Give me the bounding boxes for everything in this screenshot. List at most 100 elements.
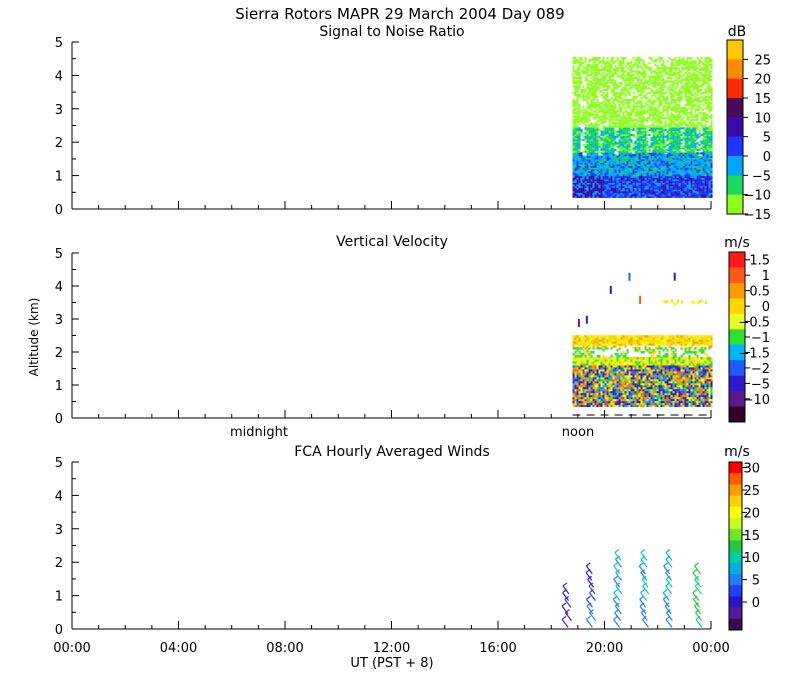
- velocity-cell: [574, 351, 577, 354]
- snr-cell: [596, 155, 599, 158]
- snr-cell: [680, 165, 683, 168]
- snr-cell: [578, 73, 581, 76]
- snr-cell: [690, 188, 693, 192]
- snr-cell: [702, 162, 705, 165]
- snr-cell: [624, 125, 627, 128]
- snr-cell: [588, 142, 591, 145]
- snr-cell: [706, 130, 709, 133]
- snr-cell: [632, 173, 635, 177]
- snr-cell: [674, 175, 677, 178]
- snr-cell: [586, 195, 589, 198]
- snr-cell: [608, 153, 611, 157]
- snr-cell: [672, 100, 675, 103]
- snr-cell: [582, 190, 585, 193]
- snr-cell: [676, 80, 679, 83]
- snr-cell: [662, 188, 665, 192]
- snr-cell: [578, 68, 581, 71]
- snr-cell: [618, 93, 621, 97]
- snr-cell: [622, 133, 625, 137]
- snr-cell: [578, 107, 581, 110]
- snr-cell: [626, 157, 629, 160]
- snr-cell: [626, 168, 629, 172]
- snr-cell: [574, 183, 577, 187]
- snr-cell: [574, 145, 577, 148]
- snr-cell: [642, 60, 645, 63]
- snr-cell: [580, 92, 583, 95]
- snr-cell: [600, 122, 603, 125]
- snr-cell: [632, 73, 635, 76]
- snr-cell: [634, 112, 637, 115]
- snr-cell: [582, 93, 585, 97]
- snr-cell: [628, 157, 631, 160]
- snr-cell: [608, 85, 611, 88]
- snr-cell: [682, 165, 685, 168]
- snr-cell: [676, 133, 679, 137]
- snr-cell: [696, 167, 699, 170]
- snr-cell: [680, 160, 683, 163]
- snr-cell: [608, 120, 611, 123]
- snr-cell: [702, 150, 705, 153]
- snr-cell: [650, 118, 653, 122]
- velocity-cell: [586, 362, 589, 366]
- snr-cell: [680, 122, 683, 125]
- snr-cell: [690, 78, 693, 82]
- snr-cell: [598, 158, 601, 162]
- snr-cell: [620, 195, 623, 198]
- snr-cell: [636, 108, 639, 112]
- snr-cell: [708, 148, 711, 152]
- snr-cell: [604, 177, 607, 180]
- snr-cell: [620, 73, 623, 76]
- velocity-cell: [578, 384, 581, 388]
- snr-cell: [610, 82, 613, 85]
- snr-cell: [598, 193, 601, 197]
- snr-cell: [598, 70, 601, 73]
- snr-cell: [602, 75, 605, 78]
- snr-cell: [704, 193, 707, 197]
- snr-cell: [674, 75, 677, 78]
- snr-cell: [652, 195, 655, 198]
- snr-cell: [666, 143, 669, 147]
- snr-cell: [628, 98, 631, 102]
- colorbar-tick-label: −15: [744, 208, 771, 223]
- snr-cell: [690, 172, 693, 175]
- snr-cell: [622, 117, 625, 120]
- snr-cell: [628, 170, 631, 173]
- velocity-cell: [572, 378, 575, 382]
- snr-cell: [672, 80, 675, 83]
- snr-cell: [642, 68, 645, 71]
- snr-cell: [610, 65, 613, 68]
- snr-cell: [688, 72, 691, 75]
- snr-cell: [576, 167, 579, 170]
- snr-cell: [686, 162, 689, 165]
- snr-cell: [660, 185, 663, 188]
- snr-cell: [688, 172, 691, 175]
- y-tick-label: 5: [55, 36, 63, 51]
- snr-cell: [620, 177, 623, 180]
- snr-cell: [684, 190, 687, 193]
- snr-cell: [690, 123, 693, 127]
- snr-cell: [656, 182, 659, 185]
- snr-cell: [620, 160, 623, 163]
- snr-cell: [682, 187, 685, 190]
- snr-cell: [602, 167, 605, 170]
- snr-cell: [648, 178, 651, 182]
- snr-cell: [594, 173, 597, 177]
- snr-cell: [688, 193, 691, 197]
- snr-cell: [650, 173, 653, 177]
- snr-cell: [598, 60, 601, 63]
- snr-cell: [652, 113, 655, 117]
- snr-cell: [622, 137, 625, 140]
- snr-cell: [628, 117, 631, 120]
- snr-cell: [678, 175, 681, 178]
- snr-cell: [698, 183, 701, 187]
- snr-cell: [658, 155, 661, 158]
- snr-cell: [586, 75, 589, 78]
- velocity-cell: [574, 394, 577, 398]
- snr-cell: [632, 105, 635, 108]
- snr-cell: [590, 143, 593, 147]
- snr-cell: [572, 77, 575, 80]
- snr-cell: [646, 177, 649, 180]
- snr-cell: [682, 183, 685, 187]
- snr-cell: [616, 83, 619, 87]
- snr-cell: [596, 73, 599, 76]
